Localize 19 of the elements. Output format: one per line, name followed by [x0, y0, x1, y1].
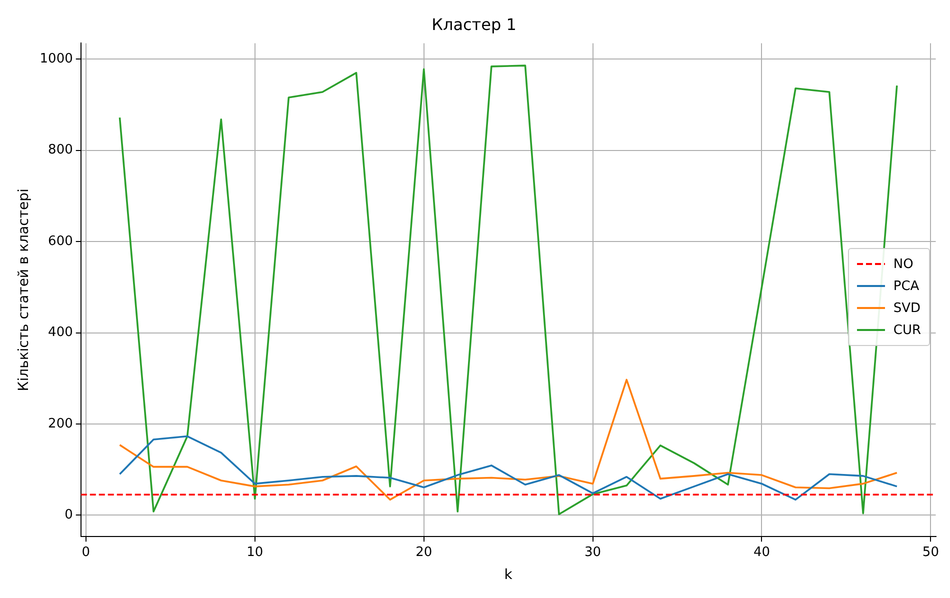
legend-label: NO [893, 256, 914, 272]
legend-label: CUR [893, 322, 921, 338]
y-axis-title: Кількість статей в кластері [16, 188, 32, 392]
x-tick-label: 20 [416, 544, 432, 560]
y-tick-label: 800 [48, 142, 73, 158]
x-tick-label: 0 [82, 544, 90, 560]
x-tick-label: 10 [246, 544, 264, 560]
y-tick-label: 600 [48, 234, 73, 249]
x-tick-label: 30 [584, 544, 602, 560]
y-tick-label: 400 [48, 325, 73, 340]
x-axis-title: k [504, 567, 514, 584]
legend-label: PCA [893, 278, 920, 294]
y-tick-label: 0 [64, 508, 73, 523]
x-tick-label: 40 [753, 544, 770, 560]
y-tick-label: 200 [48, 416, 73, 432]
y-tick-label: 1000 [40, 52, 73, 67]
x-tick-label: 50 [922, 544, 939, 560]
legend-label: SVD [893, 300, 921, 316]
chart-title: Кластер 1 [432, 14, 516, 34]
